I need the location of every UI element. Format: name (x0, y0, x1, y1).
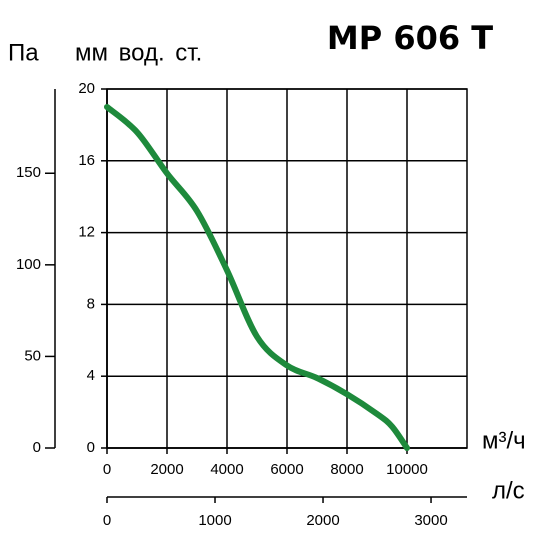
curve (104, 103, 410, 451)
y2-tick-label: 50 (24, 347, 41, 364)
y2-axis-label: Па (8, 39, 39, 66)
y2-tick-label: 100 (16, 256, 41, 273)
y-tick-label: 12 (78, 224, 95, 241)
x-tick-label: 0 (103, 461, 111, 478)
x-axis-label: м³/ч (482, 427, 526, 454)
y2-tick-label: 0 (33, 439, 41, 456)
x-tick-label: 10000 (386, 461, 428, 478)
x2-tick-label: 2000 (306, 512, 339, 529)
x-tick-label: 4000 (210, 461, 243, 478)
x-tick-label: 8000 (330, 461, 363, 478)
y-tick-label: 0 (87, 439, 95, 456)
chart-title: MP 606 T (327, 19, 493, 57)
y-tick-label: 20 (78, 80, 95, 97)
y-axis-label: мм вод. ст. (75, 39, 202, 66)
y-tick-label: 4 (87, 367, 95, 384)
x-tick-label: 6000 (270, 461, 303, 478)
y-tick-label: 16 (78, 152, 95, 169)
x2-axis-label: л/с (492, 477, 525, 504)
y-tick-label: 8 (87, 295, 95, 312)
x2-tick-label: 0 (103, 512, 111, 529)
x-tick-label: 2000 (150, 461, 183, 478)
x2-tick-label: 1000 (198, 512, 231, 529)
y2-tick-label: 150 (16, 164, 41, 181)
x2-tick-label: 3000 (414, 512, 447, 529)
